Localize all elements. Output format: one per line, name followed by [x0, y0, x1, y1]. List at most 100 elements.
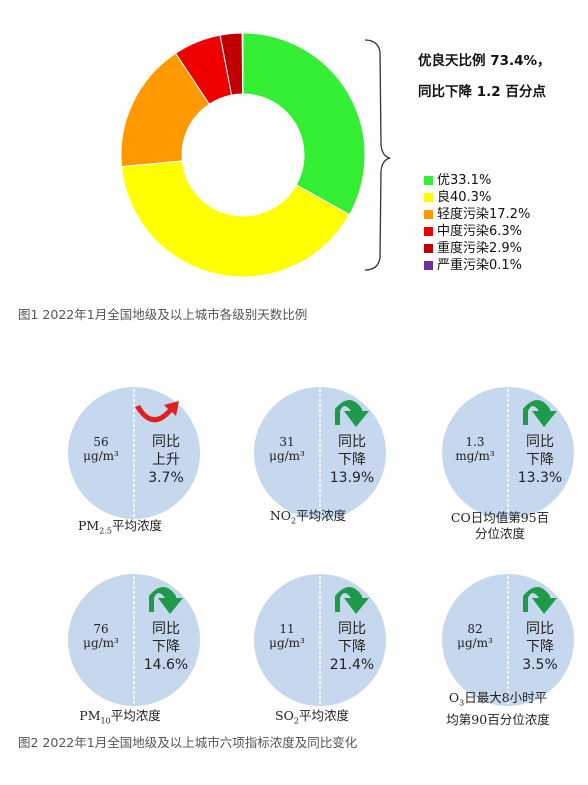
indicator-unit: mg/m³ [455, 449, 495, 463]
indicator-name-line: O3日最大8小时平 [448, 690, 548, 708]
legend-label: 中度污染6.3% [437, 224, 523, 239]
indicator-value-number: 82 [467, 622, 483, 636]
legend-swatch [424, 244, 433, 253]
legend-swatch [424, 261, 433, 270]
indicator-value: 56 μg/m³ [72, 435, 130, 463]
indicator-circle-graphic [68, 574, 200, 706]
indicator-value: 76 μg/m³ [72, 622, 130, 650]
indicator-unit: μg/m³ [269, 449, 305, 463]
change-label: 同比 [338, 621, 366, 637]
indicator-circle-graphic [254, 574, 386, 706]
down-arrow-icon [523, 587, 557, 614]
indicator-change: 同比下降 13.3% [512, 433, 568, 487]
indicator-tile: 11 μg/m³ 同比下降 21.4% [250, 570, 390, 710]
pie-slice-1 [242, 32, 366, 216]
indicator-unit: μg/m³ [269, 636, 305, 650]
indicator-value-number: 1.3 [465, 435, 485, 449]
indicator-value-number: 76 [93, 622, 109, 636]
change-direction: 下降 [338, 452, 366, 468]
indicator-tile: 1.3 mg/m³ 同比下降 13.3% [438, 383, 578, 523]
change-percent: 21.4% [329, 657, 375, 673]
change-direction: 上升 [152, 452, 180, 468]
indicator-unit: μg/m³ [457, 636, 493, 650]
summary-line-1: 优良天比例 73.4%， [418, 53, 551, 69]
summary-line-2: 同比下降 1.2 百分点 [418, 84, 546, 100]
summary-annotation: 优良天比例 73.4%， 同比下降 1.2 百分点 [418, 46, 551, 108]
indicator-tile: 82 μg/m³ 同比下降 3.5% [438, 570, 578, 710]
indicator-change: 同比下降 13.9% [324, 433, 380, 487]
indicator-change: 同比下降 21.4% [324, 620, 380, 674]
indicator-value-number: 56 [93, 435, 109, 449]
change-direction: 下降 [526, 639, 554, 655]
pie-slice-2 [121, 160, 351, 278]
change-label: 同比 [338, 434, 366, 450]
indicator-name-line: CO日均值第95百 [450, 510, 550, 525]
legend-label: 严重污染0.1% [437, 258, 523, 273]
figure-1-caption: 图1 2022年1月全国地级及以上城市各级别天数比例 [18, 307, 308, 322]
indicator-circle-graphic [442, 574, 574, 706]
change-percent: 13.9% [329, 470, 375, 486]
legend-swatch [424, 210, 433, 219]
legend-item: 重度污染2.9% [424, 240, 530, 257]
indicator-tile: 56 μg/m³ 同比上升 3.7% [64, 383, 204, 523]
indicator-circle-graphic [68, 387, 200, 519]
legend-label: 良40.3% [437, 190, 492, 205]
change-percent: 3.5% [522, 657, 558, 673]
legend-item: 中度污染6.3% [424, 223, 530, 240]
down-arrow-icon [149, 587, 183, 614]
down-arrow-icon [523, 400, 557, 427]
legend-label: 轻度污染17.2% [437, 207, 531, 222]
summary-bracket [364, 39, 391, 271]
indicator-name-line: 均第90百分位浓度 [446, 711, 550, 727]
change-label: 同比 [526, 621, 554, 637]
down-arrow-icon [335, 587, 369, 614]
legend-swatch [424, 193, 433, 202]
change-direction: 下降 [152, 639, 180, 655]
figure-2-caption: 图2 2022年1月全国地级及以上城市六项指标浓度及同比变化 [18, 735, 358, 750]
indicator-circle [68, 387, 200, 519]
indicator-tile: 76 μg/m³ 同比下降 14.6% [64, 570, 204, 710]
indicator-name: PM2.5平均浓度 [78, 518, 162, 536]
legend-label: 优33.1% [437, 173, 492, 188]
change-percent: 13.3% [517, 470, 563, 486]
indicator-value-number: 31 [279, 435, 295, 449]
indicator-circle-graphic [254, 387, 386, 519]
change-label: 同比 [152, 434, 180, 450]
change-percent: 14.6% [143, 657, 189, 673]
down-arrow-icon [335, 400, 369, 427]
legend-label: 重度污染2.9% [437, 241, 523, 256]
legend-item: 轻度污染17.2% [424, 206, 530, 223]
legend-item: 良40.3% [424, 189, 530, 206]
indicator-change: 同比下降 14.6% [138, 620, 194, 674]
indicator-name-line: 分位浓度 [474, 526, 525, 541]
change-label: 同比 [152, 621, 180, 637]
indicator-name: NO2平均浓度 [269, 508, 347, 526]
pie-slice-6 [241, 32, 244, 95]
indicator-change: 同比下降 3.5% [512, 620, 568, 674]
indicator-name: SO2平均浓度 [275, 708, 349, 726]
indicator-value: 82 μg/m³ [446, 622, 504, 650]
donut-slices [120, 32, 366, 278]
indicator-name: CO日均值第95百 分位浓度 [420, 510, 580, 542]
indicator-name: PM10平均浓度 [79, 708, 161, 726]
up-arrow-icon [135, 401, 179, 423]
indicator-value: 31 μg/m³ [258, 435, 316, 463]
legend-item: 优33.1% [424, 172, 530, 189]
indicator-unit: μg/m³ [83, 636, 119, 650]
change-label: 同比 [526, 434, 554, 450]
indicator-tile: 31 μg/m³ 同比下降 13.9% [250, 383, 390, 523]
indicator-circle-graphic [442, 387, 574, 519]
indicator-value: 11 μg/m³ [258, 622, 316, 650]
indicator-change: 同比上升 3.7% [138, 433, 194, 487]
indicator-value: 1.3 mg/m³ [446, 435, 504, 463]
chart-legend: 优33.1% 良40.3% 轻度污染17.2% 中度污染6.3% 重度污染2.9% 严重污… [424, 172, 530, 274]
change-percent: 3.7% [148, 470, 184, 486]
change-direction: 下降 [338, 639, 366, 655]
legend-item: 严重污染0.1% [424, 257, 530, 274]
indicator-name: O3日最大8小时平 均第90百分位浓度 [418, 690, 578, 728]
indicator-value-number: 11 [279, 622, 295, 636]
legend-swatch [424, 176, 433, 185]
indicator-unit: μg/m³ [83, 449, 119, 463]
legend-swatch [424, 227, 433, 236]
change-direction: 下降 [526, 452, 554, 468]
